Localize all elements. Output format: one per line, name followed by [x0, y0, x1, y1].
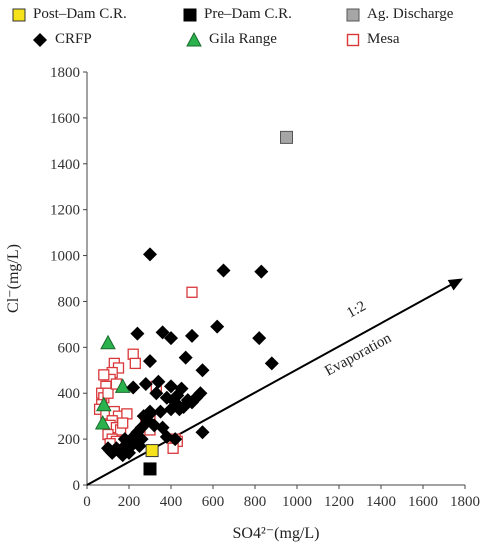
point-crfp — [117, 432, 132, 447]
point-mesa — [186, 286, 198, 298]
point-crfp — [172, 402, 187, 417]
legend-label: Ag. Discharge — [367, 6, 454, 22]
legend-label: Pre–Dam C.R. — [204, 6, 292, 22]
point-crfp — [185, 395, 199, 410]
point-crfp — [155, 325, 170, 340]
point-mesa — [129, 357, 141, 370]
diamond-icon — [33, 32, 47, 47]
point-crfp — [101, 441, 115, 456]
y-tick-label: 1000 — [50, 249, 80, 265]
point-mesa — [127, 348, 139, 360]
point-pre-dam — [143, 462, 157, 476]
y-tick-label: 1200 — [50, 203, 80, 219]
point-crfp — [130, 326, 145, 341]
point-crfp — [124, 438, 139, 453]
x-tick-label: 1600 — [408, 494, 438, 510]
y-axis-title: Cl⁻(mg/L) — [5, 244, 22, 313]
point-mesa — [117, 417, 129, 429]
point-crfp — [210, 319, 225, 334]
arrow-head — [447, 278, 463, 291]
point-gila-range — [114, 378, 131, 393]
point-crfp — [149, 386, 164, 401]
y-tick-label: 0 — [73, 478, 81, 494]
x-tick-label: 1400 — [366, 494, 396, 510]
legend-item-post-dam: Post–Dam C.R. — [12, 6, 127, 23]
point-crfp — [143, 354, 157, 369]
point-gila-range — [95, 396, 112, 412]
point-gila-range — [94, 414, 111, 430]
y-tick-label: 1600 — [50, 111, 80, 127]
square-gray-icon — [346, 8, 360, 21]
point-crfp — [185, 328, 199, 343]
square-open-icon — [346, 33, 360, 46]
square-black-icon — [183, 8, 197, 21]
y-tick-label: 1800 — [50, 65, 80, 81]
y-tick-label: 400 — [58, 386, 81, 402]
x-tick-label: 800 — [244, 494, 267, 510]
x-tick-label: 1000 — [282, 494, 312, 510]
point-crfp — [195, 363, 210, 378]
point-crfp — [252, 331, 267, 346]
legend-item-mesa: Mesa — [346, 31, 400, 48]
x-axis-title: SO4²⁻(mg/L) — [232, 525, 319, 542]
arrow-evaporation-label: Evaporation — [322, 330, 394, 380]
point-crfp — [138, 377, 153, 392]
legend-item-crfp: CRFP — [32, 31, 92, 48]
legend-item-ag-discharge: Ag. Discharge — [346, 6, 453, 23]
point-crfp — [254, 264, 269, 279]
x-tick-label: 600 — [202, 494, 225, 510]
point-crfp — [153, 404, 168, 419]
y-tick-label: 800 — [58, 294, 81, 310]
point-ag-discharge — [280, 130, 293, 144]
legend-label: CRFP — [55, 31, 92, 47]
legend-item-gila-range: Gila Range — [186, 31, 277, 48]
data-points — [93, 130, 293, 476]
point-mesa — [102, 387, 114, 399]
y-tick-label: 600 — [58, 340, 81, 356]
axes — [83, 71, 466, 489]
point-crfp — [193, 386, 208, 401]
x-tick-label: 0 — [83, 494, 91, 510]
legend-item-pre-dam: Pre–Dam C.R. — [183, 6, 292, 23]
legend-label: Gila Range — [209, 31, 277, 47]
point-crfp — [164, 379, 178, 394]
legend: Post–Dam C.R. Pre–Dam C.R. Ag. Discharge… — [0, 0, 499, 58]
point-post-dam — [145, 444, 159, 458]
x-tick-label: 1200 — [324, 494, 354, 510]
point-mesa — [98, 369, 110, 381]
point-gila-range — [100, 334, 116, 350]
point-crfp — [164, 402, 178, 417]
point-crfp — [143, 247, 157, 262]
point-crfp — [216, 263, 231, 278]
tick-labels: 0 200 400 600 800 1000 1200 1400 1600 1800 0 200 400… — [50, 65, 480, 510]
y-tick-label: 1400 — [50, 157, 80, 173]
point-crfp — [164, 331, 178, 346]
point-crfp — [138, 409, 153, 424]
arrow-ratio-label: 1:2 — [344, 298, 369, 321]
point-crfp — [264, 356, 279, 371]
point-crfp — [178, 350, 193, 365]
point-crfp — [174, 381, 189, 396]
y-tick-label: 200 — [58, 432, 81, 448]
x-tick-label: 1800 — [450, 494, 480, 510]
x-tick-label: 400 — [160, 494, 183, 510]
triangle-icon — [186, 31, 202, 46]
square-yellow-icon — [12, 8, 26, 21]
legend-label: Post–Dam C.R. — [33, 6, 127, 22]
legend-label: Mesa — [367, 31, 400, 47]
point-crfp — [195, 425, 210, 440]
point-crfp — [126, 380, 141, 395]
point-mesa — [167, 442, 179, 454]
point-crfp — [168, 432, 183, 447]
point-mesa — [121, 408, 133, 420]
x-tick-label: 200 — [118, 494, 141, 510]
point-crfp — [151, 374, 166, 389]
